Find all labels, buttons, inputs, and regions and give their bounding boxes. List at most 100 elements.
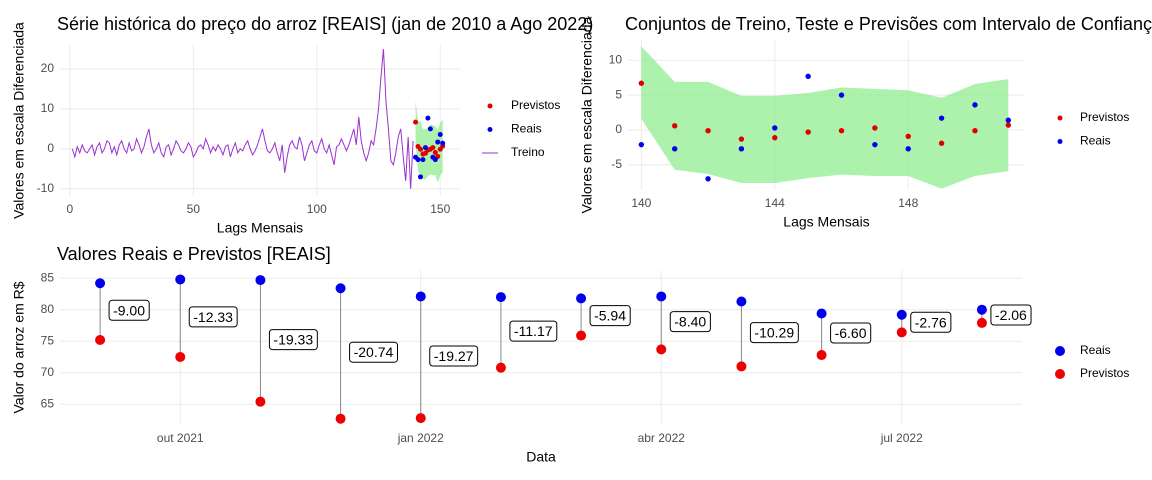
data-label: -6.60 <box>835 325 867 341</box>
point <box>816 350 827 361</box>
point <box>772 125 778 131</box>
point <box>415 413 426 424</box>
point <box>175 274 186 285</box>
point <box>495 362 506 373</box>
legend-label: Previstos <box>511 98 560 112</box>
legend-symbol <box>487 127 493 132</box>
point <box>838 92 845 98</box>
y-tick-label: 85 <box>41 270 55 284</box>
point <box>705 127 711 134</box>
chart-title: Série histórica do preço do arroz [REAIS… <box>57 14 593 34</box>
point <box>335 413 346 424</box>
x-tick-label: 100 <box>307 202 327 216</box>
point <box>905 146 911 152</box>
x-tick-label: 140 <box>631 196 651 210</box>
data-label: -5.94 <box>594 308 626 324</box>
point <box>872 125 878 131</box>
confidence-band <box>641 46 1009 189</box>
label-box <box>509 320 558 342</box>
y-axis-title: Valor do arroz em R$ <box>11 281 27 413</box>
data-label: -9.00 <box>113 302 145 318</box>
label-box <box>108 299 150 321</box>
point <box>435 139 441 145</box>
label-box <box>910 311 952 333</box>
legend-symbol <box>1057 139 1063 144</box>
y-tick-label: 80 <box>41 302 55 316</box>
legend-label: Reais <box>1080 134 1111 148</box>
point <box>415 157 421 163</box>
y-tick-label: 0 <box>615 122 622 136</box>
point <box>432 157 438 163</box>
point <box>872 141 878 148</box>
point <box>440 140 446 146</box>
point <box>738 146 745 152</box>
y-tick-label: 10 <box>41 101 55 115</box>
point <box>896 327 907 338</box>
x-tick-label: out 2021 <box>157 431 204 445</box>
label-box <box>589 305 631 327</box>
point <box>905 133 911 139</box>
label-box <box>990 304 1032 326</box>
x-tick-label: abr 2022 <box>638 431 686 445</box>
label-box <box>830 322 872 344</box>
point <box>816 308 827 319</box>
x-axis-title: Lags Mensais <box>783 214 869 230</box>
point <box>255 396 266 407</box>
x-tick-label: 0 <box>67 202 74 216</box>
data-label: -12.33 <box>193 309 233 325</box>
x-axis-title: Data <box>526 449 556 465</box>
data-label: -19.33 <box>273 332 313 348</box>
point <box>972 127 978 134</box>
point <box>938 115 945 121</box>
x-tick-label: 150 <box>430 202 450 216</box>
point <box>427 126 433 132</box>
point <box>972 102 978 108</box>
point <box>805 73 811 79</box>
y-tick-label: 65 <box>41 396 55 410</box>
line <box>71 48 414 189</box>
point <box>95 278 106 289</box>
y-tick-label: -10 <box>37 181 55 195</box>
point <box>672 123 678 129</box>
legend-label: Reais <box>511 122 542 136</box>
point <box>495 292 506 303</box>
point <box>417 146 423 152</box>
point <box>255 275 266 286</box>
point <box>772 134 778 141</box>
data-label: -8.40 <box>674 314 706 330</box>
label-box <box>429 345 479 367</box>
point <box>638 80 645 86</box>
label-box <box>268 329 318 351</box>
point <box>335 283 346 294</box>
point <box>672 146 678 152</box>
point <box>738 136 745 142</box>
point <box>430 145 436 151</box>
point <box>976 317 987 328</box>
x-tick-label: 50 <box>187 202 201 216</box>
point <box>420 157 426 163</box>
chart-title: Conjuntos de Treino, Teste e Previsões c… <box>625 14 1152 34</box>
point <box>736 296 747 307</box>
point <box>175 351 186 362</box>
y-tick-label: 20 <box>41 61 55 75</box>
label-box <box>669 311 711 333</box>
point <box>736 361 747 372</box>
legend-symbol <box>1055 369 1065 379</box>
point <box>638 141 645 148</box>
label-box <box>188 306 238 328</box>
point <box>415 291 426 302</box>
y-tick-label: 70 <box>41 365 55 379</box>
point <box>1005 122 1012 128</box>
legend-label: Previstos <box>1080 366 1129 380</box>
point <box>425 115 431 121</box>
point <box>976 304 987 315</box>
point <box>413 119 419 125</box>
x-tick-label: jan 2022 <box>397 431 444 445</box>
y-tick-label: 10 <box>609 52 623 66</box>
y-tick-label: -5 <box>611 157 622 171</box>
y-axis-title: Valores em escala Diferenciada <box>579 16 595 213</box>
legend-symbol <box>487 103 493 109</box>
label-box <box>749 322 799 344</box>
x-tick-label: 148 <box>898 196 918 210</box>
